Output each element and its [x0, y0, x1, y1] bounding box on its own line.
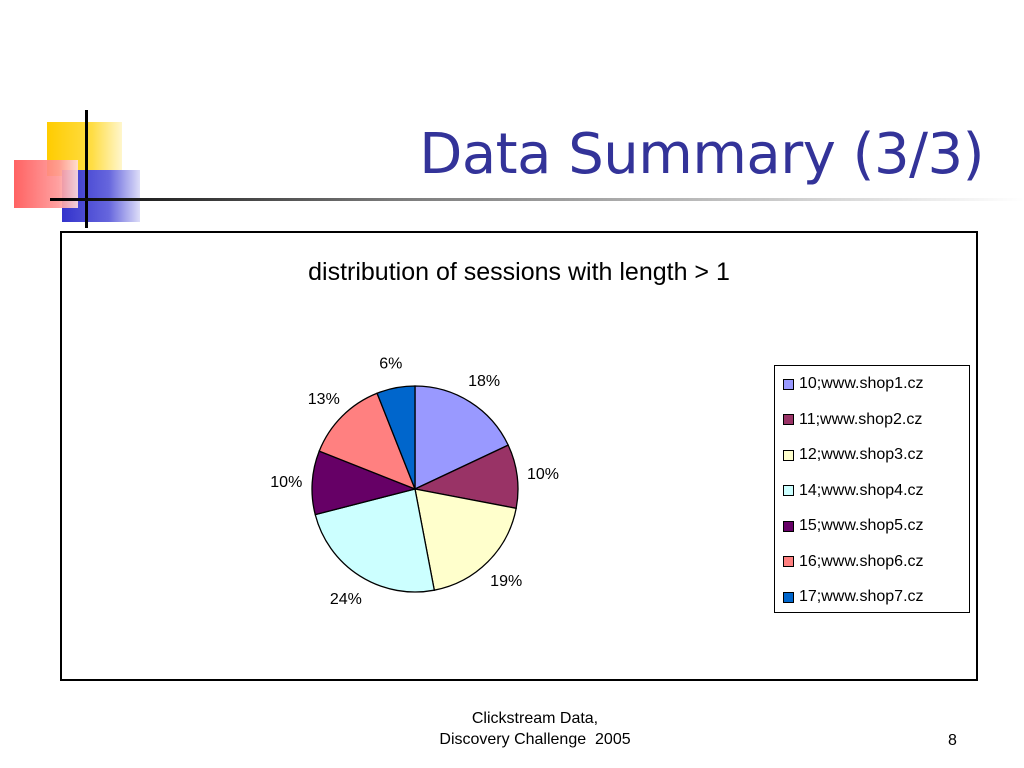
legend-item: 11;www.shop2.cz	[783, 410, 922, 430]
legend-swatch	[783, 485, 794, 496]
pie-slice-4	[314, 488, 436, 593]
legend-swatch	[783, 591, 794, 603]
pie-slice-1	[414, 385, 510, 491]
pie-data-label-5: 10%	[270, 474, 302, 491]
pie-data-label-1: 18%	[468, 373, 500, 390]
legend-label: 16;www.shop6.cz	[799, 552, 924, 570]
decorative-corner-graphic	[14, 110, 1024, 228]
legend-item: 16;www.shop6.cz	[783, 552, 924, 572]
legend-item: 12;www.shop3.cz	[783, 445, 924, 465]
footer-line-1: Clickstream Data,	[471, 710, 599, 727]
slide-title: Data Summary (3/3)	[419, 122, 984, 187]
legend-item: 17;www.shop7.cz	[783, 587, 924, 607]
legend-label: 15;www.shop5.cz	[799, 517, 924, 534]
pie-data-label-4: 24%	[330, 591, 362, 608]
legend-label: 10;www.shop1.cz	[799, 375, 924, 392]
pie-slice-3	[414, 488, 517, 591]
pie-data-label-6: 13%	[308, 391, 340, 408]
pie-data-label-7: 6%	[379, 355, 402, 372]
legend-swatch	[783, 414, 794, 425]
legend-label: 11;www.shop2.cz	[799, 410, 923, 428]
pie-data-label-3: 19%	[490, 573, 522, 590]
legend-label: 14;www.shop4.cz	[799, 481, 924, 499]
pie-slice-6	[318, 392, 417, 491]
legend-item: 14;www.shop4.cz	[783, 481, 924, 501]
legend-swatch	[783, 520, 794, 532]
footer-line-2: Discovery Challenge 2005	[439, 731, 631, 748]
legend-label: 12;www.shop3.cz	[799, 446, 924, 463]
page-number: 8	[948, 732, 957, 749]
chart-title: distribution of sessions with length > 1	[308, 258, 730, 286]
legend-item: 15;www.shop5.cz	[783, 516, 924, 536]
chart-legend: 10;www.shop1.cz 11;www.shop2.cz 12;www.sho…	[774, 365, 970, 613]
legend-item: 10;www.shop1.cz	[783, 374, 924, 394]
legend-swatch	[783, 449, 794, 461]
legend-label: 17;www.shop7.cz	[799, 588, 924, 605]
footer-text: Clickstream Data, Discovery Challenge 20…	[380, 708, 690, 750]
deco-vertical-line	[85, 110, 88, 228]
legend-swatch	[783, 378, 794, 390]
pie-data-label-2: 10%	[527, 466, 559, 483]
deco-horizontal-line	[50, 198, 1024, 201]
legend-swatch	[783, 556, 794, 567]
pie-slice-7	[376, 385, 416, 490]
